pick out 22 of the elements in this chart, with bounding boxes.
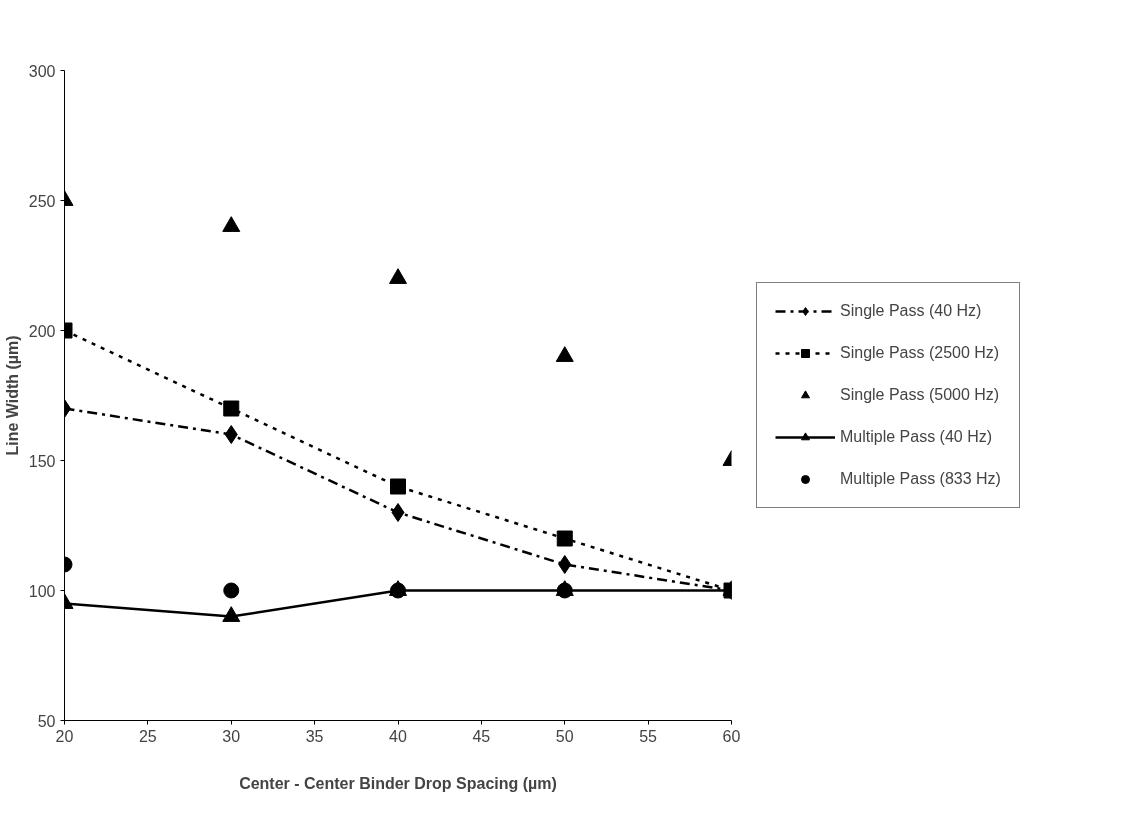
x-tick-label: 35	[305, 727, 324, 745]
legend-label: Single Pass (2500 Hz)	[840, 344, 1000, 362]
legend-label: Single Pass (40 Hz)	[840, 302, 982, 320]
legend-label: Multiple Pass (40 Hz)	[840, 428, 993, 446]
x-tick-label: 20	[55, 727, 74, 745]
x-tick-label: 40	[389, 727, 407, 745]
x-tick-label: 60	[722, 727, 741, 745]
y-tick-label: 50	[37, 712, 56, 730]
x-tick-label: 45	[472, 727, 491, 745]
y-tick-label: 200	[28, 322, 56, 340]
y-axis-title: Line Width (µm)	[3, 335, 21, 456]
x-tick-label: 30	[222, 727, 241, 745]
y-tick-label: 150	[28, 452, 56, 470]
legend-label: Single Pass (5000 Hz)	[840, 386, 1000, 404]
y-tick-label: 100	[28, 582, 56, 600]
y-tick-label: 250	[28, 192, 56, 210]
x-tick-label: 55	[639, 727, 658, 745]
legend-label: Multiple Pass (833 Hz)	[840, 470, 1001, 488]
x-tick-label: 25	[138, 727, 157, 745]
y-tick-label: 300	[28, 62, 56, 80]
x-tick-label: 50	[555, 727, 574, 745]
x-axis-title: Center - Center Binder Drop Spacing (µm)	[239, 774, 557, 792]
